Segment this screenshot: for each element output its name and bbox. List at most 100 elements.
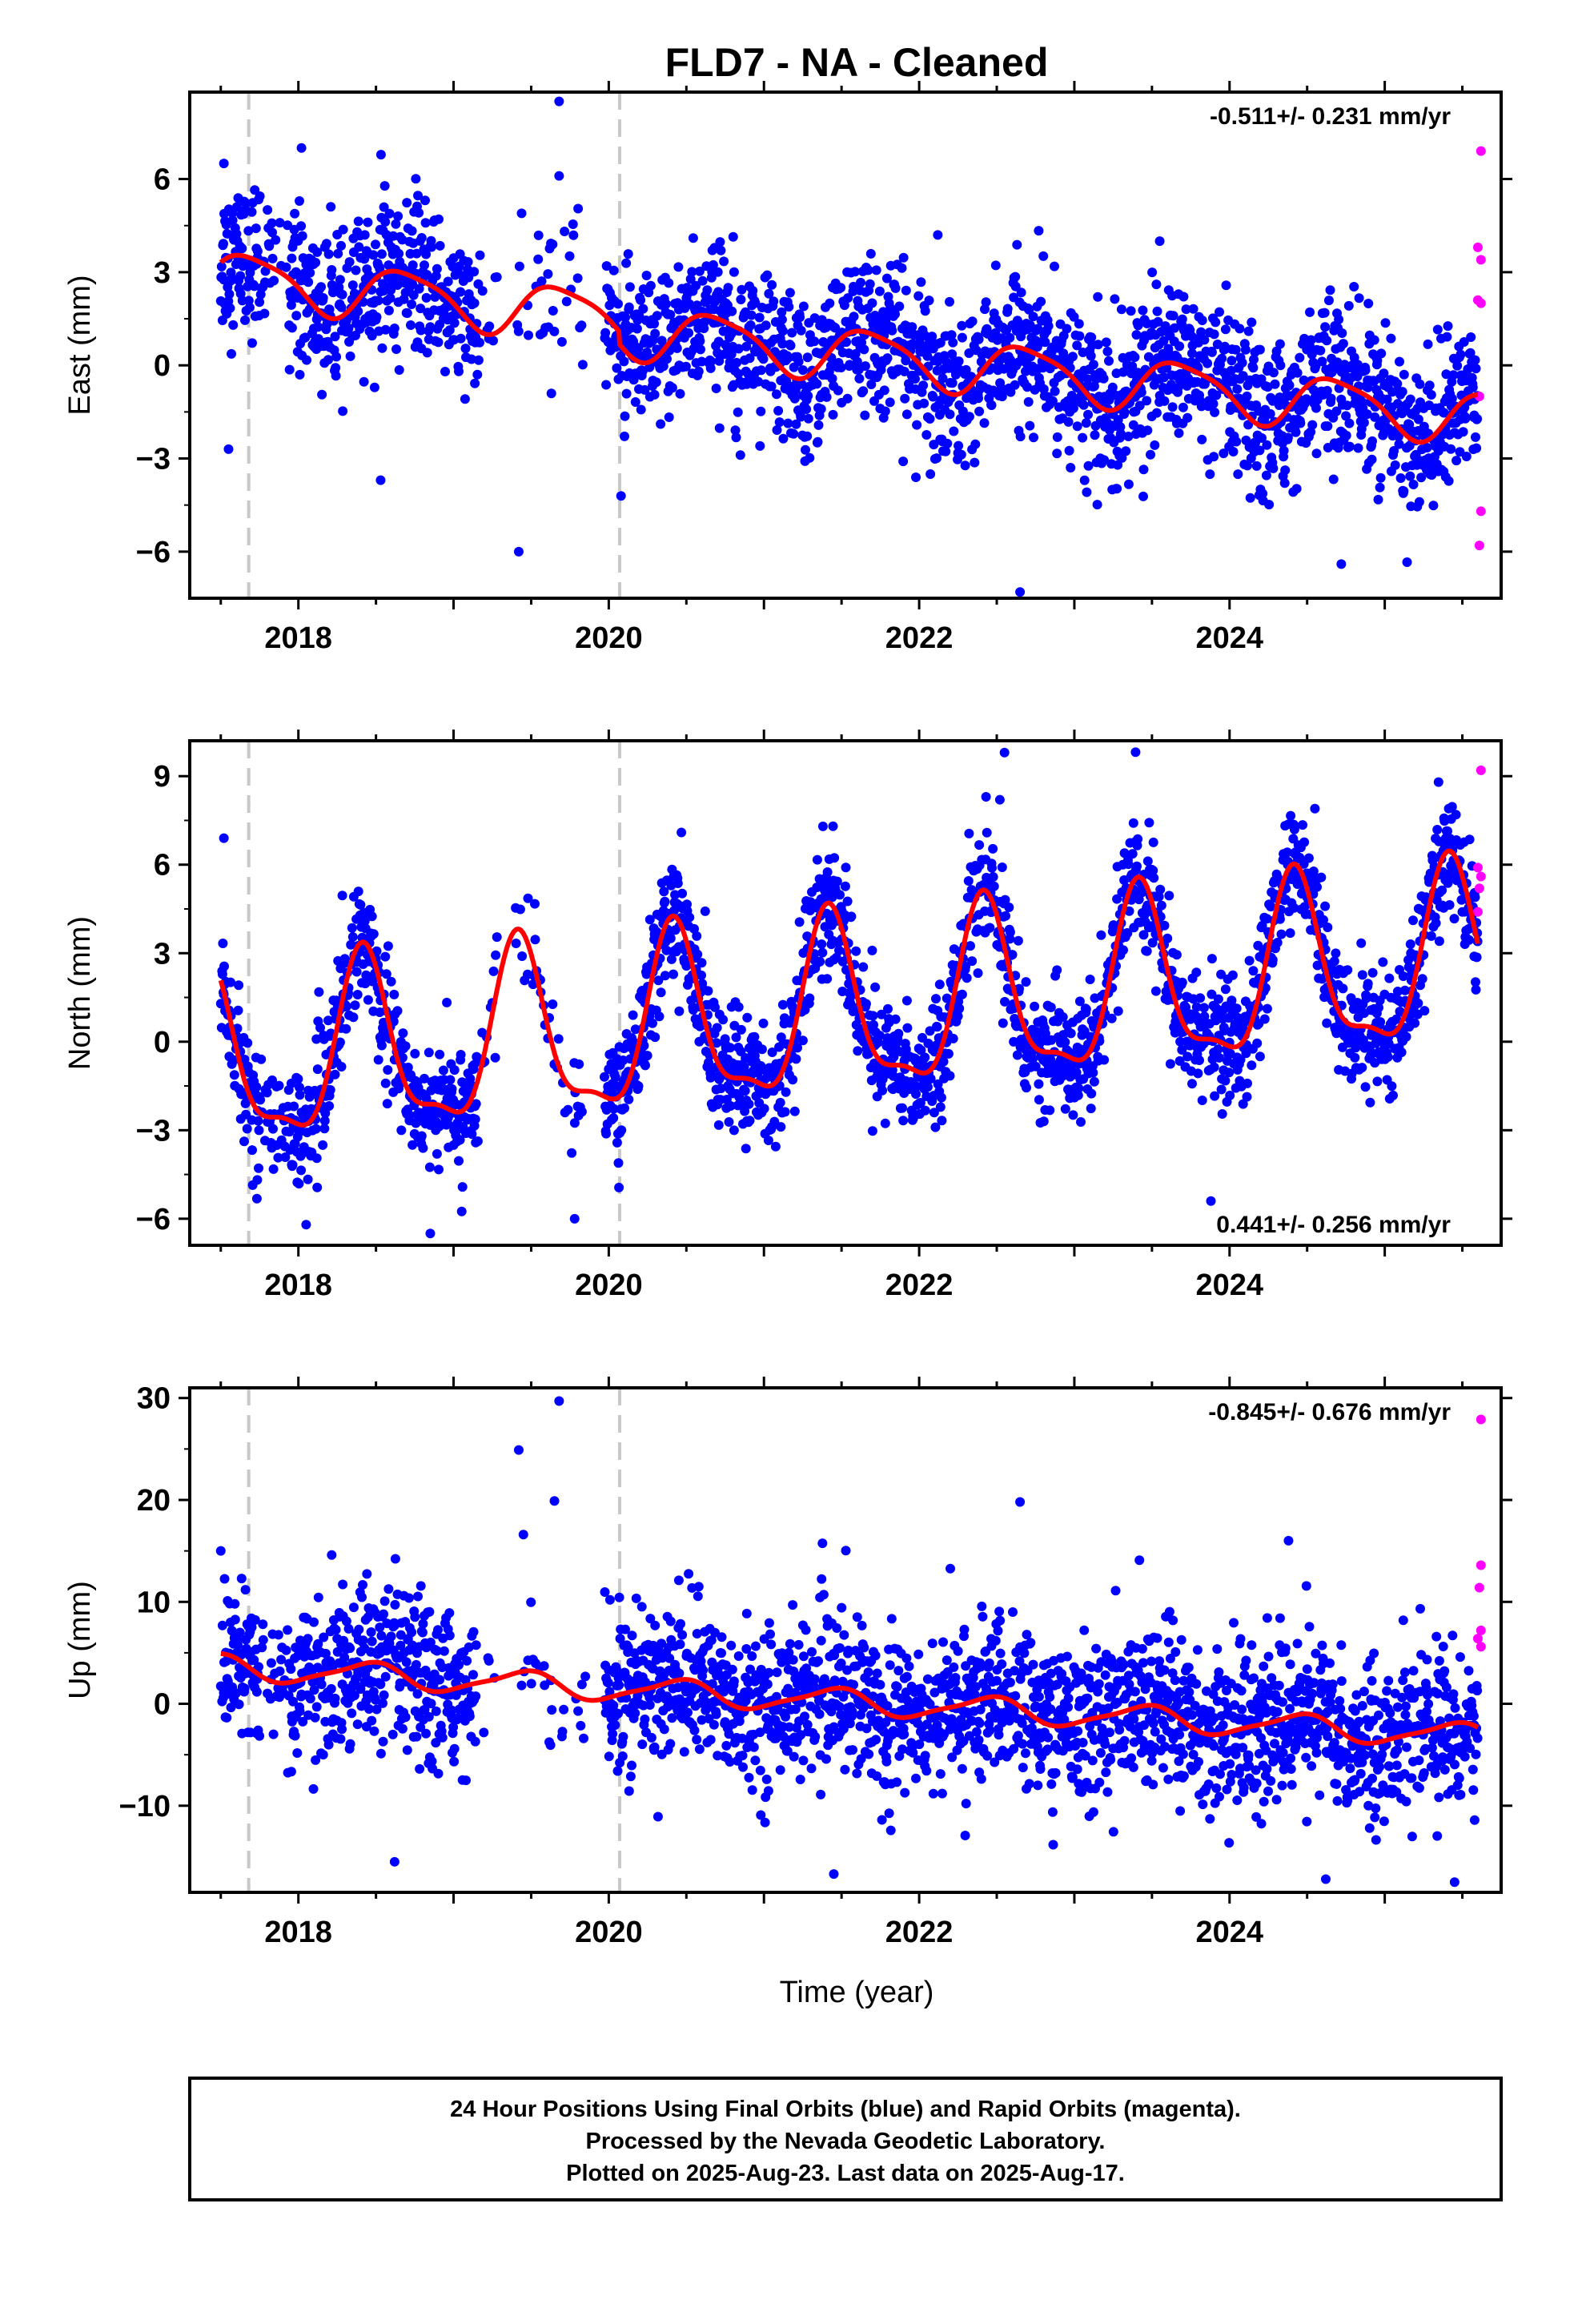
final-orbit-point	[338, 406, 348, 416]
final-orbit-point	[386, 976, 396, 987]
final-orbit-point	[1126, 306, 1136, 316]
final-orbit-point	[1150, 440, 1160, 450]
final-orbit-point	[1383, 1051, 1393, 1062]
y-tick-label: 0	[154, 349, 171, 383]
final-orbit-point	[772, 425, 782, 435]
final-orbit-point	[380, 1078, 391, 1088]
final-orbit-point	[932, 1022, 942, 1032]
final-orbit-point	[893, 1028, 904, 1039]
final-orbit-point	[911, 472, 921, 482]
final-orbit-point	[1362, 409, 1372, 420]
final-orbit-point	[284, 364, 295, 375]
final-orbit-point	[897, 1103, 907, 1113]
final-orbit-point	[618, 1055, 628, 1065]
final-orbit-point	[290, 208, 300, 219]
final-orbit-point	[258, 1634, 268, 1645]
final-orbit-point	[225, 303, 235, 313]
x-tick-label: 2024	[1195, 621, 1263, 655]
final-orbit-point	[691, 280, 701, 291]
final-orbit-point	[974, 840, 985, 850]
final-orbit-point	[732, 357, 742, 368]
final-orbit-point	[1434, 936, 1444, 947]
final-orbit-point	[608, 1113, 619, 1124]
final-orbit-point	[931, 994, 941, 1004]
final-orbit-point	[359, 230, 370, 240]
final-orbit-point	[871, 265, 881, 275]
final-orbit-point	[1405, 939, 1415, 949]
final-orbit-point	[311, 1124, 321, 1134]
final-orbit-point	[466, 354, 476, 364]
final-orbit-point	[656, 987, 666, 998]
final-orbit-point	[828, 821, 838, 831]
final-orbit-point	[368, 250, 379, 260]
final-orbit-point	[994, 794, 1005, 805]
final-orbit-point	[1063, 416, 1074, 427]
final-orbit-point	[685, 274, 696, 284]
final-orbit-point	[269, 275, 279, 286]
final-orbit-point	[1399, 369, 1409, 380]
y-tick-label: −6	[136, 536, 171, 569]
final-orbit-point	[898, 456, 909, 467]
final-orbit-point	[1279, 478, 1290, 489]
final-orbit-point	[948, 337, 958, 348]
final-orbit-point	[1248, 966, 1259, 976]
final-orbit-point	[1022, 1083, 1031, 1093]
final-orbit-point	[1197, 1096, 1207, 1105]
final-orbit-point	[267, 253, 278, 263]
final-orbit-point	[251, 1193, 262, 1204]
final-orbit-point	[381, 969, 391, 979]
final-orbit-point	[863, 265, 873, 275]
y-tick-label: 6	[154, 163, 171, 197]
final-orbit-point	[1197, 434, 1207, 444]
final-orbit-point	[650, 1032, 661, 1043]
final-orbit-point	[1159, 396, 1170, 406]
final-orbit-point	[432, 1148, 442, 1159]
final-orbit-point	[1461, 452, 1472, 461]
final-orbit-point	[247, 1145, 257, 1156]
final-orbit-point	[275, 218, 285, 228]
final-orbit-point	[445, 1075, 456, 1085]
final-orbit-point	[920, 306, 930, 316]
final-orbit-point	[1331, 948, 1341, 959]
final-orbit-point	[825, 298, 835, 308]
final-orbit-point	[1315, 345, 1326, 356]
final-orbit-point	[1082, 487, 1092, 497]
final-orbit-point	[563, 1104, 573, 1115]
final-orbit-point	[936, 1092, 946, 1103]
final-orbit-point	[1010, 380, 1020, 390]
final-orbit-point	[834, 945, 844, 955]
rapid-orbit-point	[1472, 907, 1483, 917]
final-orbit-point	[1317, 356, 1327, 367]
final-orbit-point	[1151, 279, 1162, 290]
final-orbit-point	[1196, 401, 1207, 412]
final-orbit-point	[929, 440, 939, 450]
final-orbit-point	[530, 935, 540, 945]
final-orbit-point	[414, 207, 424, 218]
final-orbit-point	[1038, 251, 1049, 261]
final-orbit-point	[1363, 979, 1373, 989]
final-orbit-point	[1066, 1028, 1076, 1039]
final-orbit-point	[990, 260, 1001, 271]
final-orbit-point	[1052, 432, 1062, 442]
final-orbit-point	[880, 1118, 890, 1128]
final-orbit-point	[397, 235, 408, 245]
final-orbit-point	[1221, 280, 1231, 291]
final-orbit-point	[1010, 271, 1021, 282]
final-orbit-point	[920, 1105, 930, 1116]
final-orbit-point	[791, 1054, 801, 1064]
final-orbit-point	[1441, 369, 1452, 380]
final-orbit-point	[713, 348, 723, 358]
final-orbit-point	[1208, 399, 1219, 409]
final-orbit-point	[705, 363, 716, 373]
final-orbit-point	[311, 257, 321, 267]
final-orbit-point	[777, 326, 788, 336]
final-orbit-point	[794, 917, 805, 927]
final-orbit-point	[845, 999, 856, 1008]
final-orbit-point	[672, 343, 682, 353]
final-orbit-point	[1452, 456, 1462, 466]
final-orbit-point	[802, 431, 813, 441]
final-orbit-point	[1013, 935, 1023, 946]
final-orbit-point	[1016, 287, 1026, 298]
final-orbit-point	[741, 1144, 751, 1154]
final-orbit-point	[758, 1018, 769, 1028]
